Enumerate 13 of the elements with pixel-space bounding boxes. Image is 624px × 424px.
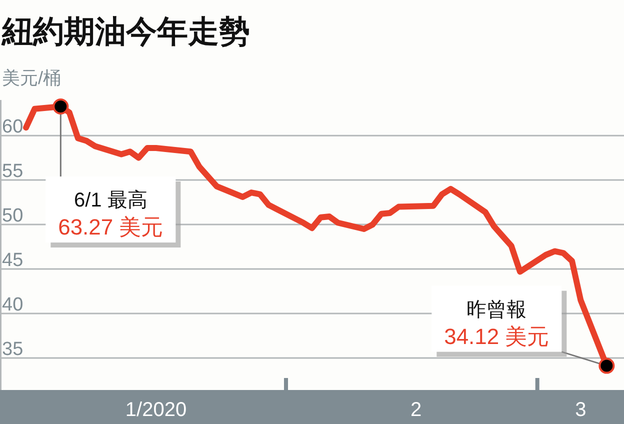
annotation: 昨曾報 34.12 美元 [444,298,550,349]
y-axis-title: 美元/桶 [2,68,62,88]
y-tick-label: 35 [2,338,24,360]
chart-title: 紐約期油今年走勢 [1,14,250,49]
x-tick-label: 3 [575,399,586,421]
y-tick-label: 50 [2,206,24,227]
y-tick-label: 45 [2,250,24,272]
y-tick-label: 60 [2,116,24,138]
y-tick-label: 55 [2,161,24,182]
annotation: 6/1 最高 63.27 美元 [58,188,164,240]
x-tick-label: 1/2020 [125,399,187,421]
y-tick-label: 40 [2,294,24,316]
x-tick-label: 2 [410,399,422,421]
